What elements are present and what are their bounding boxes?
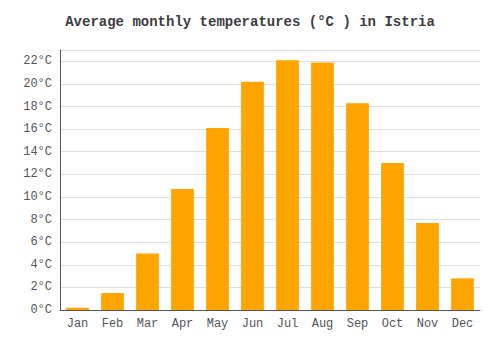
svg-text:6°C: 6°C (30, 235, 52, 249)
svg-text:Average monthly temperatures (: Average monthly temperatures (°C ) in Is… (65, 14, 435, 30)
svg-text:Oct: Oct (382, 317, 404, 331)
svg-text:14°C: 14°C (23, 145, 52, 159)
svg-text:18°C: 18°C (23, 100, 52, 114)
svg-text:Dec: Dec (452, 317, 474, 331)
svg-text:22°C: 22°C (23, 54, 52, 68)
svg-text:Jun: Jun (242, 317, 264, 331)
svg-text:Feb: Feb (102, 317, 124, 331)
svg-text:Aug: Aug (312, 317, 334, 331)
svg-text:12°C: 12°C (23, 167, 52, 181)
svg-text:0°C: 0°C (30, 303, 52, 317)
svg-text:20°C: 20°C (23, 77, 52, 91)
svg-text:Mar: Mar (137, 317, 159, 331)
svg-text:Jan: Jan (67, 317, 89, 331)
svg-text:8°C: 8°C (30, 213, 52, 227)
svg-text:4°C: 4°C (30, 258, 52, 272)
svg-text:Apr: Apr (172, 317, 194, 331)
svg-text:2°C: 2°C (30, 280, 52, 294)
svg-text:Jul: Jul (277, 317, 299, 331)
svg-text:May: May (207, 317, 229, 331)
svg-text:16°C: 16°C (23, 122, 52, 136)
svg-text:Nov: Nov (417, 317, 439, 331)
svg-text:10°C: 10°C (23, 190, 52, 204)
svg-text:Sep: Sep (347, 317, 369, 331)
